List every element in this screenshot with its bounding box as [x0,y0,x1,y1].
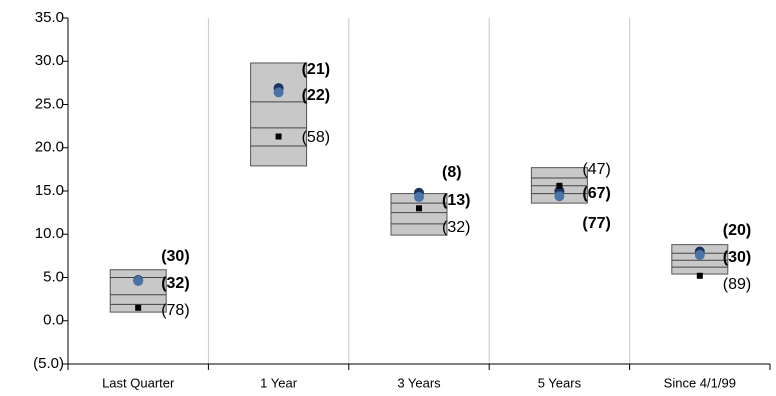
marker [133,275,144,286]
y-tick-label: 25.0 [35,95,64,112]
marker [556,182,563,189]
rank-label: (20) [723,222,751,239]
x-tick-label: 3 Years [397,375,441,390]
rank-label: (13) [442,192,470,209]
marker [554,191,565,202]
rank-label: (58) [302,129,330,146]
rank-label: (47) [582,161,610,178]
rank-label: (30) [723,249,751,266]
x-tick-label: 5 Years [538,375,582,390]
marker [275,133,282,140]
y-tick-label: 30.0 [35,52,64,69]
rank-label: (32) [442,219,470,236]
y-tick-label: 0.0 [43,312,64,329]
range-box [390,193,448,236]
y-tick-label: 35.0 [35,9,64,26]
y-tick-label: (5.0) [33,355,64,372]
marker [694,250,705,261]
y-tick-label: 10.0 [35,225,64,242]
rank-label: (30) [161,248,189,265]
marker [416,205,422,212]
rank-label: (77) [582,215,610,232]
marker [273,87,284,98]
rank-label: (67) [582,185,610,202]
rank-label: (78) [161,302,189,319]
marker [135,304,142,311]
rank-label: (22) [302,87,330,104]
rank-label: (8) [442,164,462,181]
range-box [250,62,308,167]
y-tick-label: 20.0 [35,139,64,156]
rank-label: (89) [723,276,751,293]
y-tick-label: 5.0 [43,268,64,285]
marker [696,272,703,279]
x-tick-label: Since 4/1/99 [664,375,736,390]
marker [414,192,424,203]
rank-label: (32) [161,275,189,292]
y-tick-label: 15.0 [35,182,64,199]
x-tick-label: Last Quarter [102,375,175,390]
x-tick-label: 1 Year [260,375,298,390]
rank-label: (21) [302,61,330,78]
